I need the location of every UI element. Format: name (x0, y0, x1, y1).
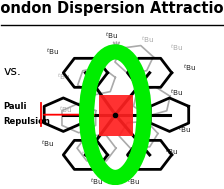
Text: $^t$Bu: $^t$Bu (165, 146, 178, 157)
Text: $^t$Bu: $^t$Bu (183, 62, 196, 73)
Text: $^t$Bu: $^t$Bu (178, 124, 192, 135)
Text: $^t$Bu: $^t$Bu (170, 88, 183, 98)
Text: $^t$Bu: $^t$Bu (81, 149, 94, 160)
Title: London Dispersion Attraction: London Dispersion Attraction (0, 1, 224, 16)
Text: $^t$Bu: $^t$Bu (59, 104, 72, 115)
Text: $^t$Bu: $^t$Bu (41, 138, 54, 149)
Text: $^t$Bu: $^t$Bu (170, 42, 183, 53)
Text: Pauli: Pauli (4, 102, 27, 111)
Text: $^t$Bu: $^t$Bu (127, 176, 141, 187)
Text: Repulsion: Repulsion (4, 117, 50, 126)
Text: $^t$Bu: $^t$Bu (105, 30, 118, 41)
Text: vs.: vs. (4, 65, 22, 78)
Text: $^t$Bu: $^t$Bu (46, 46, 59, 57)
Text: $^t$Bu: $^t$Bu (57, 71, 70, 82)
Bar (99, 94, 133, 136)
Text: $^t$Bu: $^t$Bu (90, 176, 103, 187)
Text: $^t$Bu: $^t$Bu (141, 34, 154, 45)
